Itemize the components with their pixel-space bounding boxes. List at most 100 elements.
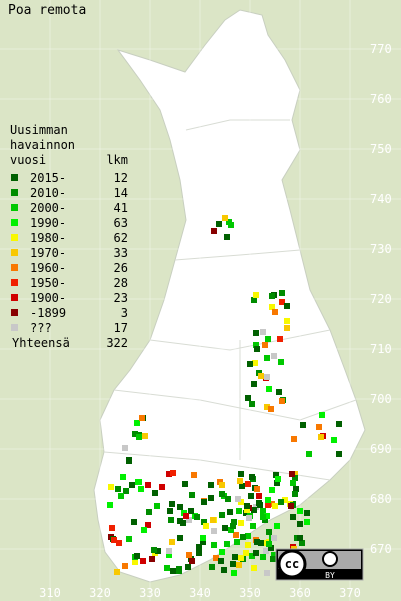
occurrence-dot [139,415,145,421]
occurrence-dot [248,493,254,499]
occurrence-dot [284,318,290,324]
occurrence-dot [262,342,268,348]
occurrence-dot [132,431,138,437]
occurrence-dot [107,502,113,508]
occurrence-dot [177,518,183,524]
occurrence-dot [275,476,281,482]
occurrence-dot [254,346,260,352]
occurrence-dot [228,222,234,228]
legend-header: Uusimman [10,123,68,137]
occurrence-dot [265,336,271,342]
occurrence-dot [258,373,264,379]
total-count: 322 [106,336,128,350]
occurrence-dot [231,519,237,525]
occurrence-dot [235,496,241,502]
by-text: BY [325,571,335,580]
occurrence-dot [166,552,172,558]
occurrence-dot [114,569,120,575]
occurrence-dot [269,487,275,493]
y-tick-label: 710 [370,342,392,356]
occurrence-dot [219,482,225,488]
occurrence-dot [250,523,256,529]
occurrence-dot [155,548,161,554]
occurrence-dot [136,434,142,440]
occurrence-dot [272,503,278,509]
legend-count: 33 [114,246,128,260]
occurrence-dot [260,329,266,335]
occurrence-dot [219,512,225,518]
occurrence-dot [282,497,288,503]
legend-label: 1960- [30,261,66,275]
occurrence-dot [167,508,173,514]
occurrence-dot [118,493,124,499]
occurrence-dot [316,424,322,430]
legend-swatch [11,234,18,241]
occurrence-dot [245,542,251,548]
occurrence-dot [227,509,233,515]
region-border [174,249,301,261]
occurrence-dot [265,497,271,503]
occurrence-dot [120,474,126,480]
occurrence-dot [211,228,217,234]
occurrence-dot [142,433,148,439]
occurrence-dot [122,563,128,569]
occurrence-dot [126,536,132,542]
occurrence-dot [219,491,225,497]
legend-header: havainnon [10,138,75,152]
occurrence-dot [274,480,280,486]
occurrence-dot [230,523,236,529]
occurrence-dot [293,486,299,492]
occurrence-dot [140,558,146,564]
legend-label: 1980- [30,231,66,245]
region-border [113,389,357,421]
occurrence-dot [200,535,206,541]
y-tick-label: 770 [370,42,392,56]
occurrence-dot [279,299,285,305]
y-tick-label: 750 [370,142,392,156]
occurrence-dot [260,554,266,560]
occurrence-dot [239,483,245,489]
occurrence-dot [134,420,140,426]
legend-count: 26 [114,261,128,275]
occurrence-dot [260,514,266,520]
occurrence-dot [189,492,195,498]
region-border [103,451,331,481]
occurrence-dot [131,519,137,525]
occurrence-dot [169,501,175,507]
occurrence-dot [253,550,259,556]
y-tick-label: 730 [370,242,392,256]
occurrence-dot [264,404,270,410]
occurrence-dot [264,374,270,380]
occurrence-dot [186,552,192,558]
region-border [185,119,290,131]
occurrence-dot [268,406,274,412]
occurrence-dot [260,508,266,514]
occurrence-dot [245,533,251,539]
y-tick-label: 720 [370,292,392,306]
legend-swatch [11,279,18,286]
occurrence-dot [135,479,141,485]
occurrence-dot [116,540,122,546]
occurrence-dot [134,553,140,559]
occurrence-dot [219,549,225,555]
occurrence-dot [123,488,129,494]
x-tick-label: 370 [339,586,361,600]
occurrence-dot [209,564,215,570]
occurrence-dot [231,570,237,576]
occurrence-dot [122,445,128,451]
occurrence-dot [249,474,255,480]
occurrence-dot [159,484,165,490]
legend-swatch [11,249,18,256]
legend-count: 14 [114,186,128,200]
occurrence-dot [149,556,155,562]
legend-label: 1900- [30,291,66,305]
legend-swatch [11,324,18,331]
occurrence-dot [276,389,282,395]
occurrence-dot [200,539,206,545]
y-tick-label: 670 [370,542,392,556]
occurrence-dot [230,561,236,567]
occurrence-dot [269,293,275,299]
occurrence-dot [244,507,250,513]
occurrence-dot [264,355,270,361]
